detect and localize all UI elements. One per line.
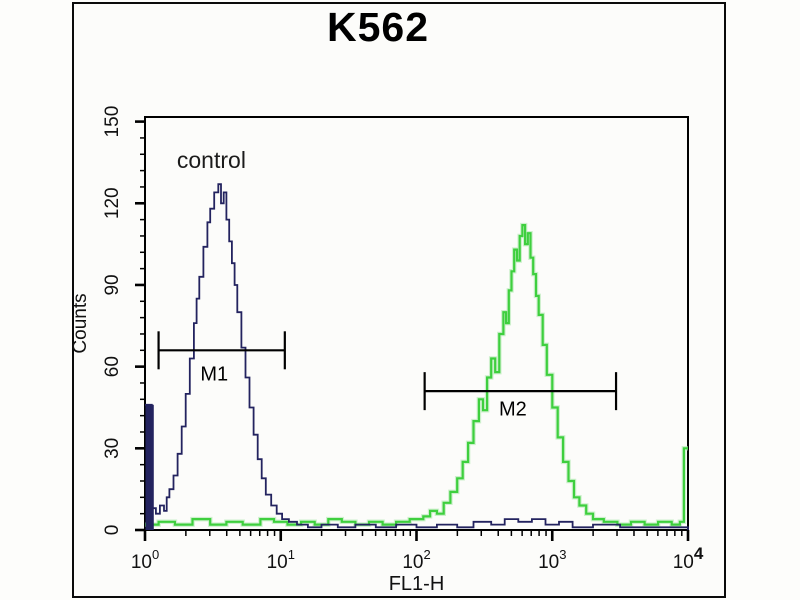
y-tick-label: 30 <box>102 438 123 459</box>
x-axis-label: FL1-H <box>389 573 445 595</box>
control-annotation: control <box>177 147 246 173</box>
green-histogram-curve <box>145 224 688 526</box>
control-edge-spike <box>145 404 154 530</box>
x-tick-label: 100 <box>131 547 159 573</box>
plot-box <box>144 116 689 531</box>
y-tick-label: 90 <box>102 274 123 295</box>
x-tick-label: 101 <box>267 547 295 573</box>
figure-border <box>72 2 726 598</box>
control-histogram-curve <box>145 183 689 530</box>
y-axis-label: Counts <box>70 293 91 353</box>
x-tick-label: 102 <box>402 547 430 573</box>
y-tick-label: 0 <box>102 525 123 536</box>
y-tick-label: 120 <box>102 187 123 219</box>
marker-m2-label: M2 <box>499 399 527 421</box>
marker-m1-label: M1 <box>200 363 228 385</box>
y-tick-label: 60 <box>102 356 123 377</box>
chart-title: K562 <box>326 4 430 50</box>
y-tick-label: 150 <box>102 106 123 138</box>
x-tick-label: 104 <box>673 544 704 573</box>
x-tick-label: 103 <box>538 547 566 573</box>
